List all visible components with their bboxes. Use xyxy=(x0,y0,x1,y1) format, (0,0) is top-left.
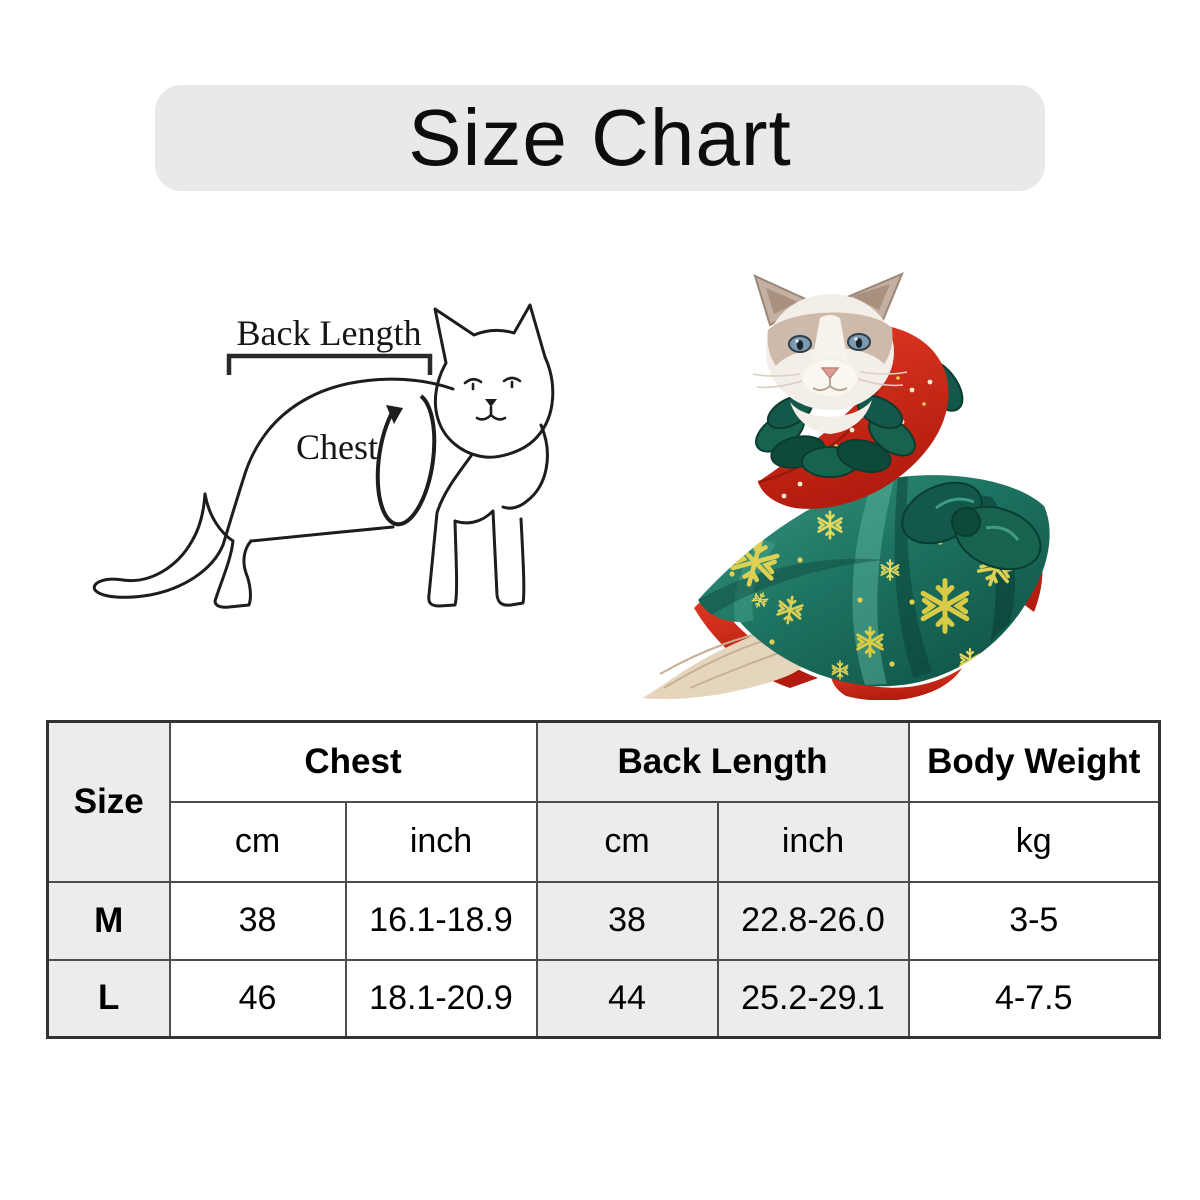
l-chest-cm: 46 xyxy=(168,958,347,1039)
unit-header-back-inch: inch xyxy=(716,800,910,883)
unit-header-chest-inch: inch xyxy=(344,800,538,883)
title-banner: Size Chart xyxy=(155,85,1045,191)
cat-ear-right-inner xyxy=(852,284,890,310)
m-back-inch: 22.8-26.0 xyxy=(716,880,910,961)
cat-ear-left-inner xyxy=(766,288,798,314)
page-title: Size Chart xyxy=(408,93,792,182)
m-chest-inch: 16.1-18.9 xyxy=(344,880,538,961)
m-weight-kg: 3-5 xyxy=(907,880,1161,961)
back-length-group-header: Back Length xyxy=(535,720,910,803)
size-l-label: L xyxy=(46,958,171,1039)
product-photo xyxy=(640,270,1075,700)
chest-group-header: Chest xyxy=(168,720,538,803)
l-weight-kg: 4-7.5 xyxy=(907,958,1161,1039)
cat-eye-right xyxy=(502,376,522,389)
dressed-cat-svg xyxy=(642,272,1050,700)
l-back-inch: 25.2-29.1 xyxy=(716,958,910,1039)
m-back-cm: 38 xyxy=(535,880,719,961)
unit-header-weight-kg: kg xyxy=(907,800,1161,883)
body-weight-group-header: Body Weight xyxy=(907,720,1161,803)
l-back-cm: 44 xyxy=(535,958,719,1039)
unit-header-chest-cm: cm xyxy=(168,800,347,883)
cat-head xyxy=(752,272,908,410)
unit-header-back-cm: cm xyxy=(535,800,719,883)
cat-outline xyxy=(92,303,555,609)
back-length-label: Back Length xyxy=(237,313,422,353)
cat-nose xyxy=(485,399,497,407)
cat-line-art-svg: Back Length Chest xyxy=(92,303,555,609)
cat-nose xyxy=(820,367,840,380)
cat-mouth xyxy=(475,405,507,421)
cat-blaze xyxy=(812,315,848,362)
table-row-m: M 38 16.1-18.9 38 22.8-26.0 3-5 xyxy=(46,880,1161,961)
back-length-bracket xyxy=(226,353,433,375)
size-column-header: Size xyxy=(46,720,171,883)
table-row-l: L 46 18.1-20.9 44 25.2-29.1 4-7.5 xyxy=(46,958,1161,1039)
measurement-diagram: Back Length Chest xyxy=(75,295,595,635)
cat-whiskers xyxy=(752,371,908,389)
m-chest-cm: 38 xyxy=(168,880,347,961)
cat-eye-left xyxy=(463,377,483,391)
chest-fur xyxy=(790,400,872,434)
cat-mouth xyxy=(812,378,848,392)
size-m-label: M xyxy=(46,880,171,961)
l-chest-inch: 18.1-20.9 xyxy=(344,958,538,1039)
chest-label: Chest xyxy=(296,427,378,467)
size-table: Size Chest Back Length Body Weight cm in… xyxy=(46,720,1162,1039)
cat-eyes xyxy=(788,333,871,353)
chest-measure-arrow xyxy=(375,394,437,527)
